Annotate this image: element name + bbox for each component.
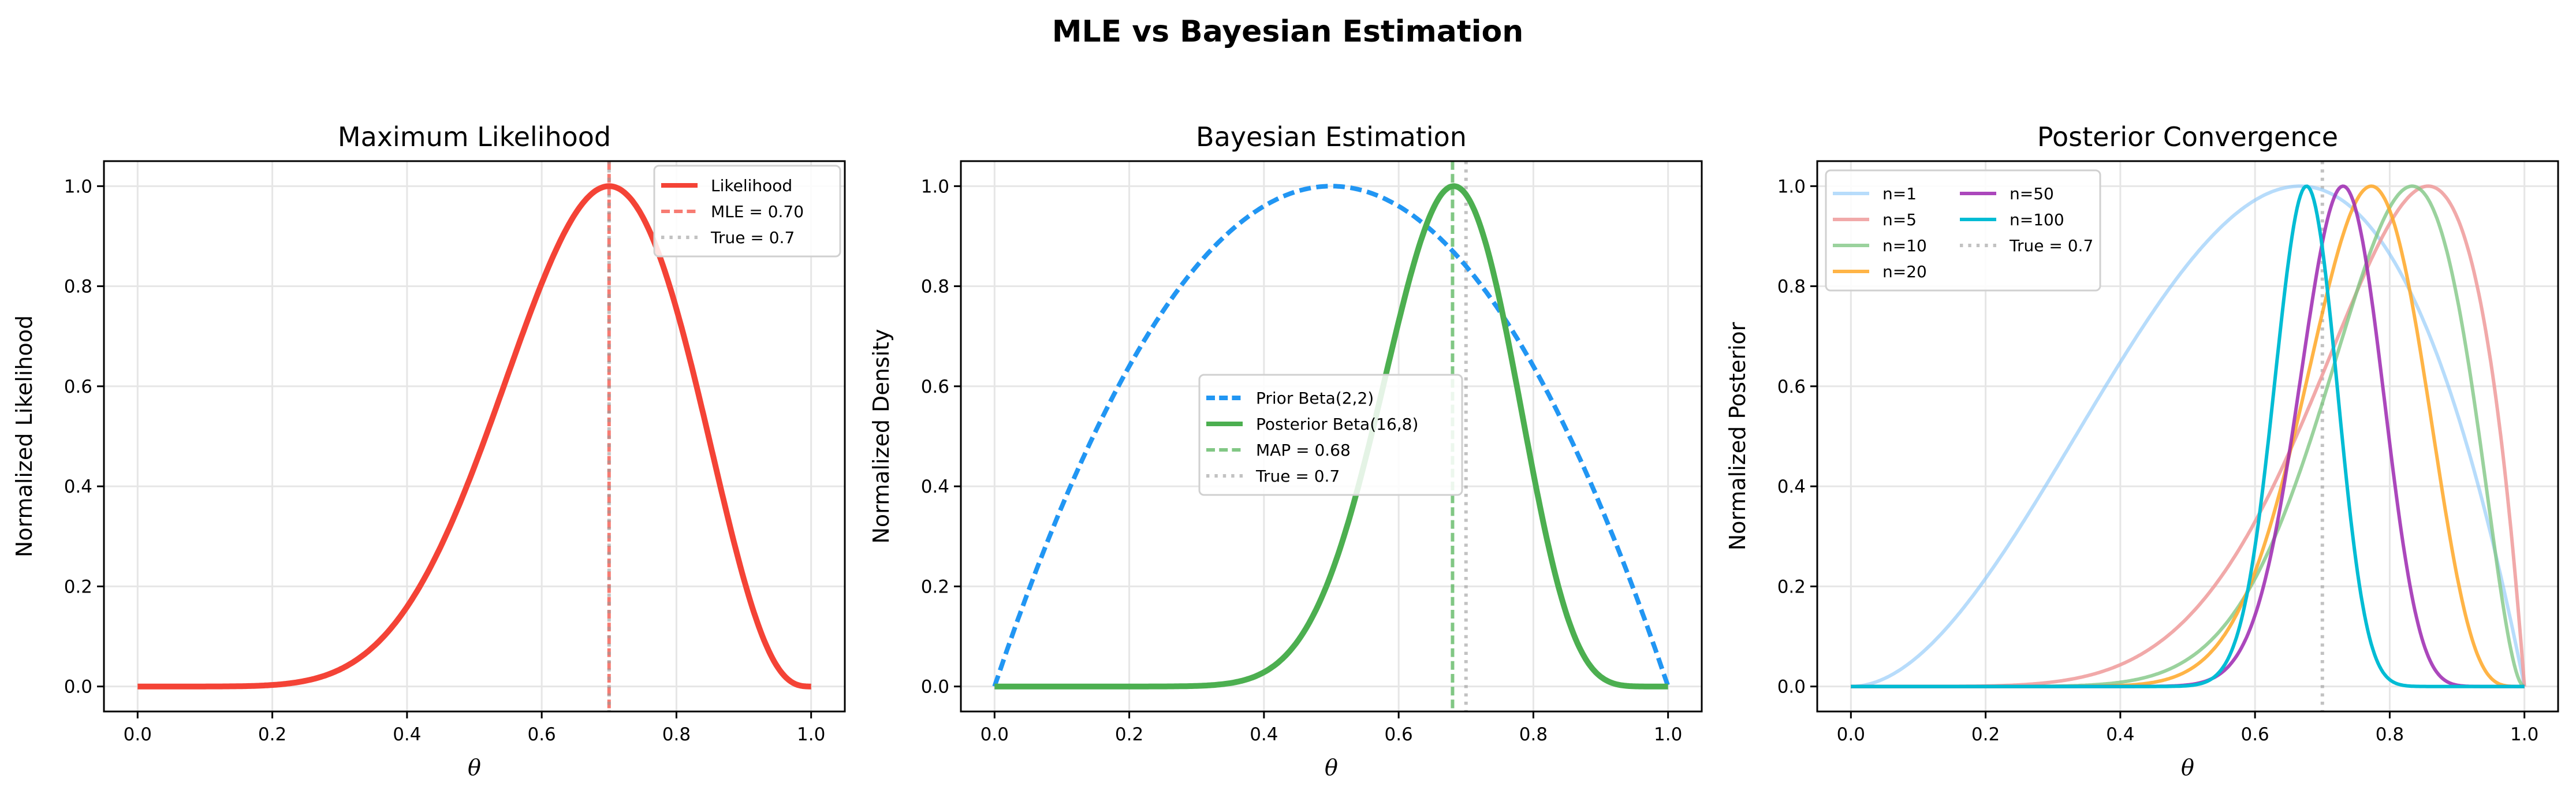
legend-label: MAP = 0.68: [1256, 441, 1351, 460]
x-tick-label: 0.6: [1384, 724, 1412, 745]
series-line-2: [993, 183, 1669, 690]
x-tick-label: 0.2: [1115, 724, 1143, 745]
y-tick-label: 0.6: [1777, 377, 1806, 397]
y-tick-label: 0.4: [1777, 476, 1806, 497]
x-tick-label: 0.0: [124, 724, 152, 745]
y-tick-label: 0.2: [1777, 576, 1806, 597]
subplot-1: 0.0 0.2 0.4 0.6 0.8 1.0 0.0 0.2 0.4 0.6 0.8 1.0 Maxi…: [12, 121, 846, 780]
legend: n=1 n=5 n=10 n=20 n=50 n=100 True = 0.7: [1825, 169, 2101, 292]
x-tick-label: 0.6: [2241, 724, 2269, 745]
legend: Likelihood MLE = 0.70 True = 0.7: [653, 165, 841, 258]
series-line-1: [992, 184, 1671, 687]
legend-label: n=1: [1882, 184, 1917, 203]
axes-frame: [103, 160, 846, 713]
y-axis-label: Normalized Posterior: [1725, 322, 1750, 550]
subplot-title: Maximum Likelihood: [338, 121, 611, 152]
x-axis-label: θ: [2181, 755, 2194, 780]
legend-label: n=20: [1882, 262, 1927, 281]
subplot-2: 0.0 0.2 0.4 0.6 0.8 1.0 0.0 0.2 0.4 0.6 0.8 1.0 Baye…: [868, 121, 1703, 780]
legend-label: Likelihood: [711, 176, 792, 195]
axes-frame: [1816, 160, 2559, 713]
x-tick-label: 1.0: [2510, 724, 2538, 745]
legend-label: True = 0.7: [2009, 236, 2093, 255]
subplot-3: 0.0 0.2 0.4 0.6 0.8 1.0 0.0 0.2 0.4 0.6 0.8 1.0 Post…: [1725, 121, 2559, 780]
y-tick-label: 0.0: [921, 677, 949, 698]
legend-label: n=50: [2010, 184, 2054, 203]
legend-label: MLE = 0.70: [711, 202, 804, 221]
x-tick-label: 0.2: [258, 724, 286, 745]
y-tick-label: 1.0: [64, 176, 92, 197]
subplot-title: Posterior Convergence: [2037, 121, 2338, 152]
figure-title: MLE vs Bayesian Estimation: [1052, 14, 1524, 49]
x-tick-label: 0.4: [393, 724, 421, 745]
x-tick-label: 0.8: [1519, 724, 1548, 745]
y-tick-label: 0.2: [921, 576, 949, 597]
y-tick-label: 0.2: [64, 576, 92, 597]
x-axis-label: θ: [1325, 755, 1338, 780]
y-tick-label: 0.6: [921, 377, 949, 397]
subplot-title: Bayesian Estimation: [1196, 121, 1467, 152]
x-tick-label: 0.8: [2376, 724, 2404, 745]
y-axis-label: Normalized Likelihood: [12, 315, 37, 557]
legend-label: True = 0.7: [710, 228, 795, 247]
y-tick-label: 0.4: [64, 476, 92, 497]
x-tick-label: 0.4: [2106, 724, 2134, 745]
legend-box: [653, 165, 841, 258]
y-tick-label: 0.6: [64, 377, 92, 397]
y-tick-label: 0.8: [64, 277, 92, 297]
y-tick-label: 0.4: [921, 476, 949, 497]
y-tick-label: 1.0: [1777, 176, 1806, 197]
y-tick-label: 0.0: [64, 677, 92, 698]
legend-label: Prior Beta(2,2): [1256, 389, 1374, 408]
legend-box: [1198, 374, 1463, 496]
series-line-1: [136, 183, 812, 690]
x-tick-label: 0.0: [1837, 724, 1865, 745]
legend-label: n=10: [1882, 236, 1927, 255]
legend: Prior Beta(2,2) Posterior Beta(16,8) MAP =…: [1198, 374, 1463, 496]
x-tick-label: 1.0: [797, 724, 825, 745]
x-tick-label: 0.0: [981, 724, 1009, 745]
legend-label: n=100: [2010, 210, 2064, 229]
x-tick-label: 0.8: [662, 724, 691, 745]
x-tick-label: 0.6: [527, 724, 556, 745]
x-axis-label: θ: [468, 755, 481, 780]
legend-label: n=5: [1882, 210, 1917, 229]
x-tick-label: 0.4: [1250, 724, 1278, 745]
y-axis-label: Normalized Density: [868, 329, 894, 543]
legend-label: Posterior Beta(16,8): [1256, 415, 1418, 434]
y-tick-label: 0.8: [921, 277, 949, 297]
y-tick-label: 0.0: [1777, 677, 1806, 698]
legend-label: True = 0.7: [1255, 467, 1340, 486]
series-line-6: [1851, 184, 2525, 688]
x-tick-label: 0.2: [1971, 724, 2000, 745]
axes-frame: [960, 160, 1703, 713]
y-tick-label: 0.8: [1777, 277, 1806, 297]
y-tick-label: 1.0: [921, 176, 949, 197]
x-tick-label: 1.0: [1654, 724, 1682, 745]
legend-box: [1825, 169, 2101, 292]
